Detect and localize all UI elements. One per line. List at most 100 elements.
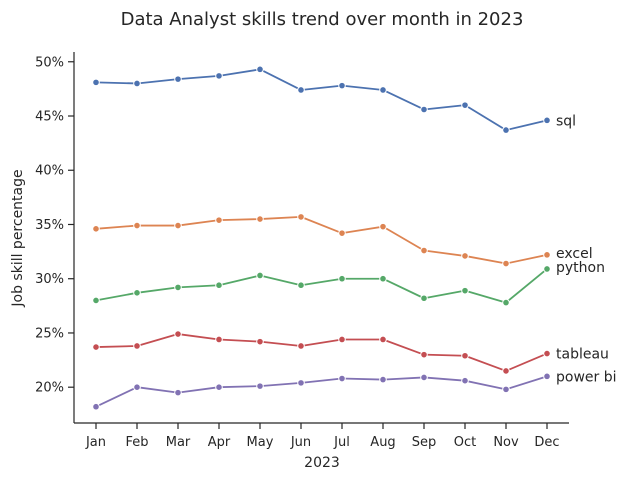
x-tick-label: Aug — [370, 435, 395, 450]
x-tick-label: Jun — [290, 435, 311, 450]
data-point-python — [543, 265, 551, 273]
series-line-sql — [95, 68, 548, 132]
data-point-python — [379, 274, 387, 283]
y-tick-label: 50% — [35, 55, 64, 70]
data-point-excel — [502, 259, 510, 268]
y-axis-title: Job skill percentage — [10, 169, 26, 307]
data-point-sql — [215, 72, 223, 80]
data-point-tableau — [338, 335, 346, 344]
data-point-sql — [133, 79, 141, 88]
data-point-excel — [379, 222, 387, 231]
data-point-power-bi — [461, 376, 469, 385]
data-point-tableau — [379, 335, 387, 344]
data-point-tableau — [133, 342, 141, 350]
series-group — [92, 65, 551, 411]
x-tick-label: Mar — [166, 435, 191, 450]
x-tick-label: Dec — [534, 435, 559, 450]
series-sql — [92, 65, 551, 134]
data-point-power-bi — [297, 379, 305, 387]
data-point-excel — [256, 215, 264, 223]
x-tick-label: Apr — [208, 435, 231, 450]
y-tick-label: 20% — [35, 381, 64, 396]
x-tick-label: Jan — [85, 435, 106, 450]
series-power-bi — [92, 372, 551, 411]
series-line-excel — [95, 215, 548, 265]
x-tick-label: Oct — [454, 435, 476, 450]
data-point-python — [92, 296, 100, 305]
data-point-python — [420, 294, 428, 303]
data-point-power-bi — [215, 383, 223, 392]
series-line-tableau — [95, 333, 548, 372]
data-point-power-bi — [502, 385, 510, 394]
data-point-power-bi — [174, 388, 182, 397]
data-point-excel — [174, 221, 182, 230]
data-point-power-bi — [338, 374, 346, 383]
data-point-python — [338, 274, 346, 283]
data-point-power-bi — [379, 375, 387, 384]
chart-title: Data Analyst skills trend over month in … — [121, 9, 524, 30]
data-point-sql — [92, 78, 100, 87]
data-point-power-bi — [543, 372, 551, 381]
data-point-power-bi — [92, 402, 100, 411]
data-point-excel — [133, 221, 141, 230]
x-tick-label: Feb — [125, 435, 148, 450]
data-point-excel — [420, 246, 428, 255]
y-tick-label: 45% — [35, 110, 64, 125]
data-point-tableau — [543, 349, 551, 358]
series-line-power-bi — [95, 375, 548, 408]
data-point-sql — [297, 86, 305, 94]
data-point-sql — [543, 116, 551, 125]
y-tick-label: 25% — [35, 326, 64, 341]
data-point-sql — [174, 75, 182, 83]
data-point-excel — [92, 225, 100, 233]
x-ticks: Jan Feb Mar Apr May Jun Jul Aug Sep Oct Nov Dec — [85, 423, 560, 450]
data-point-python — [256, 271, 264, 280]
data-point-python — [502, 298, 510, 307]
data-point-tableau — [174, 330, 182, 338]
series-label-python: python — [556, 260, 605, 276]
data-point-power-bi — [256, 382, 264, 390]
data-point-tableau — [420, 350, 428, 359]
data-point-power-bi — [420, 373, 428, 382]
data-point-tableau — [297, 342, 305, 350]
y-tick-label: 30% — [35, 272, 64, 287]
data-point-python — [297, 281, 305, 290]
series-label-power-bi: power bi — [556, 369, 617, 385]
series-label-tableau: tableau — [556, 347, 609, 363]
series-label-excel: excel — [556, 246, 593, 262]
data-point-sql — [461, 101, 469, 109]
data-point-power-bi — [133, 383, 141, 392]
y-tick-label: 35% — [35, 218, 64, 233]
y-ticks: 20% 25% 30% 35% 40% 45% 50% — [35, 55, 74, 396]
x-tick-label: Nov — [493, 435, 519, 450]
data-point-excel — [543, 251, 551, 259]
data-point-python — [461, 286, 469, 295]
data-point-sql — [420, 105, 428, 114]
data-point-tableau — [502, 367, 510, 375]
series-python — [92, 265, 551, 307]
data-point-sql — [338, 81, 346, 90]
x-tick-label: May — [247, 435, 274, 450]
x-tick-label: Sep — [412, 435, 437, 450]
data-point-tableau — [461, 351, 469, 360]
data-point-python — [174, 283, 182, 292]
data-point-tableau — [256, 337, 264, 346]
data-point-excel — [338, 229, 346, 237]
series-excel — [92, 213, 551, 268]
series-tableau — [92, 330, 551, 375]
data-point-sql — [502, 126, 510, 134]
data-point-excel — [215, 216, 223, 224]
data-point-sql — [256, 65, 264, 74]
data-point-tableau — [92, 343, 100, 351]
data-point-sql — [379, 86, 387, 94]
x-tick-label: Jul — [333, 435, 350, 450]
data-point-excel — [297, 213, 305, 221]
y-tick-label: 40% — [35, 164, 64, 179]
x-axis-title: 2023 — [304, 455, 340, 471]
axes — [73, 52, 569, 424]
data-point-python — [133, 289, 141, 297]
series-line-python — [95, 268, 548, 304]
